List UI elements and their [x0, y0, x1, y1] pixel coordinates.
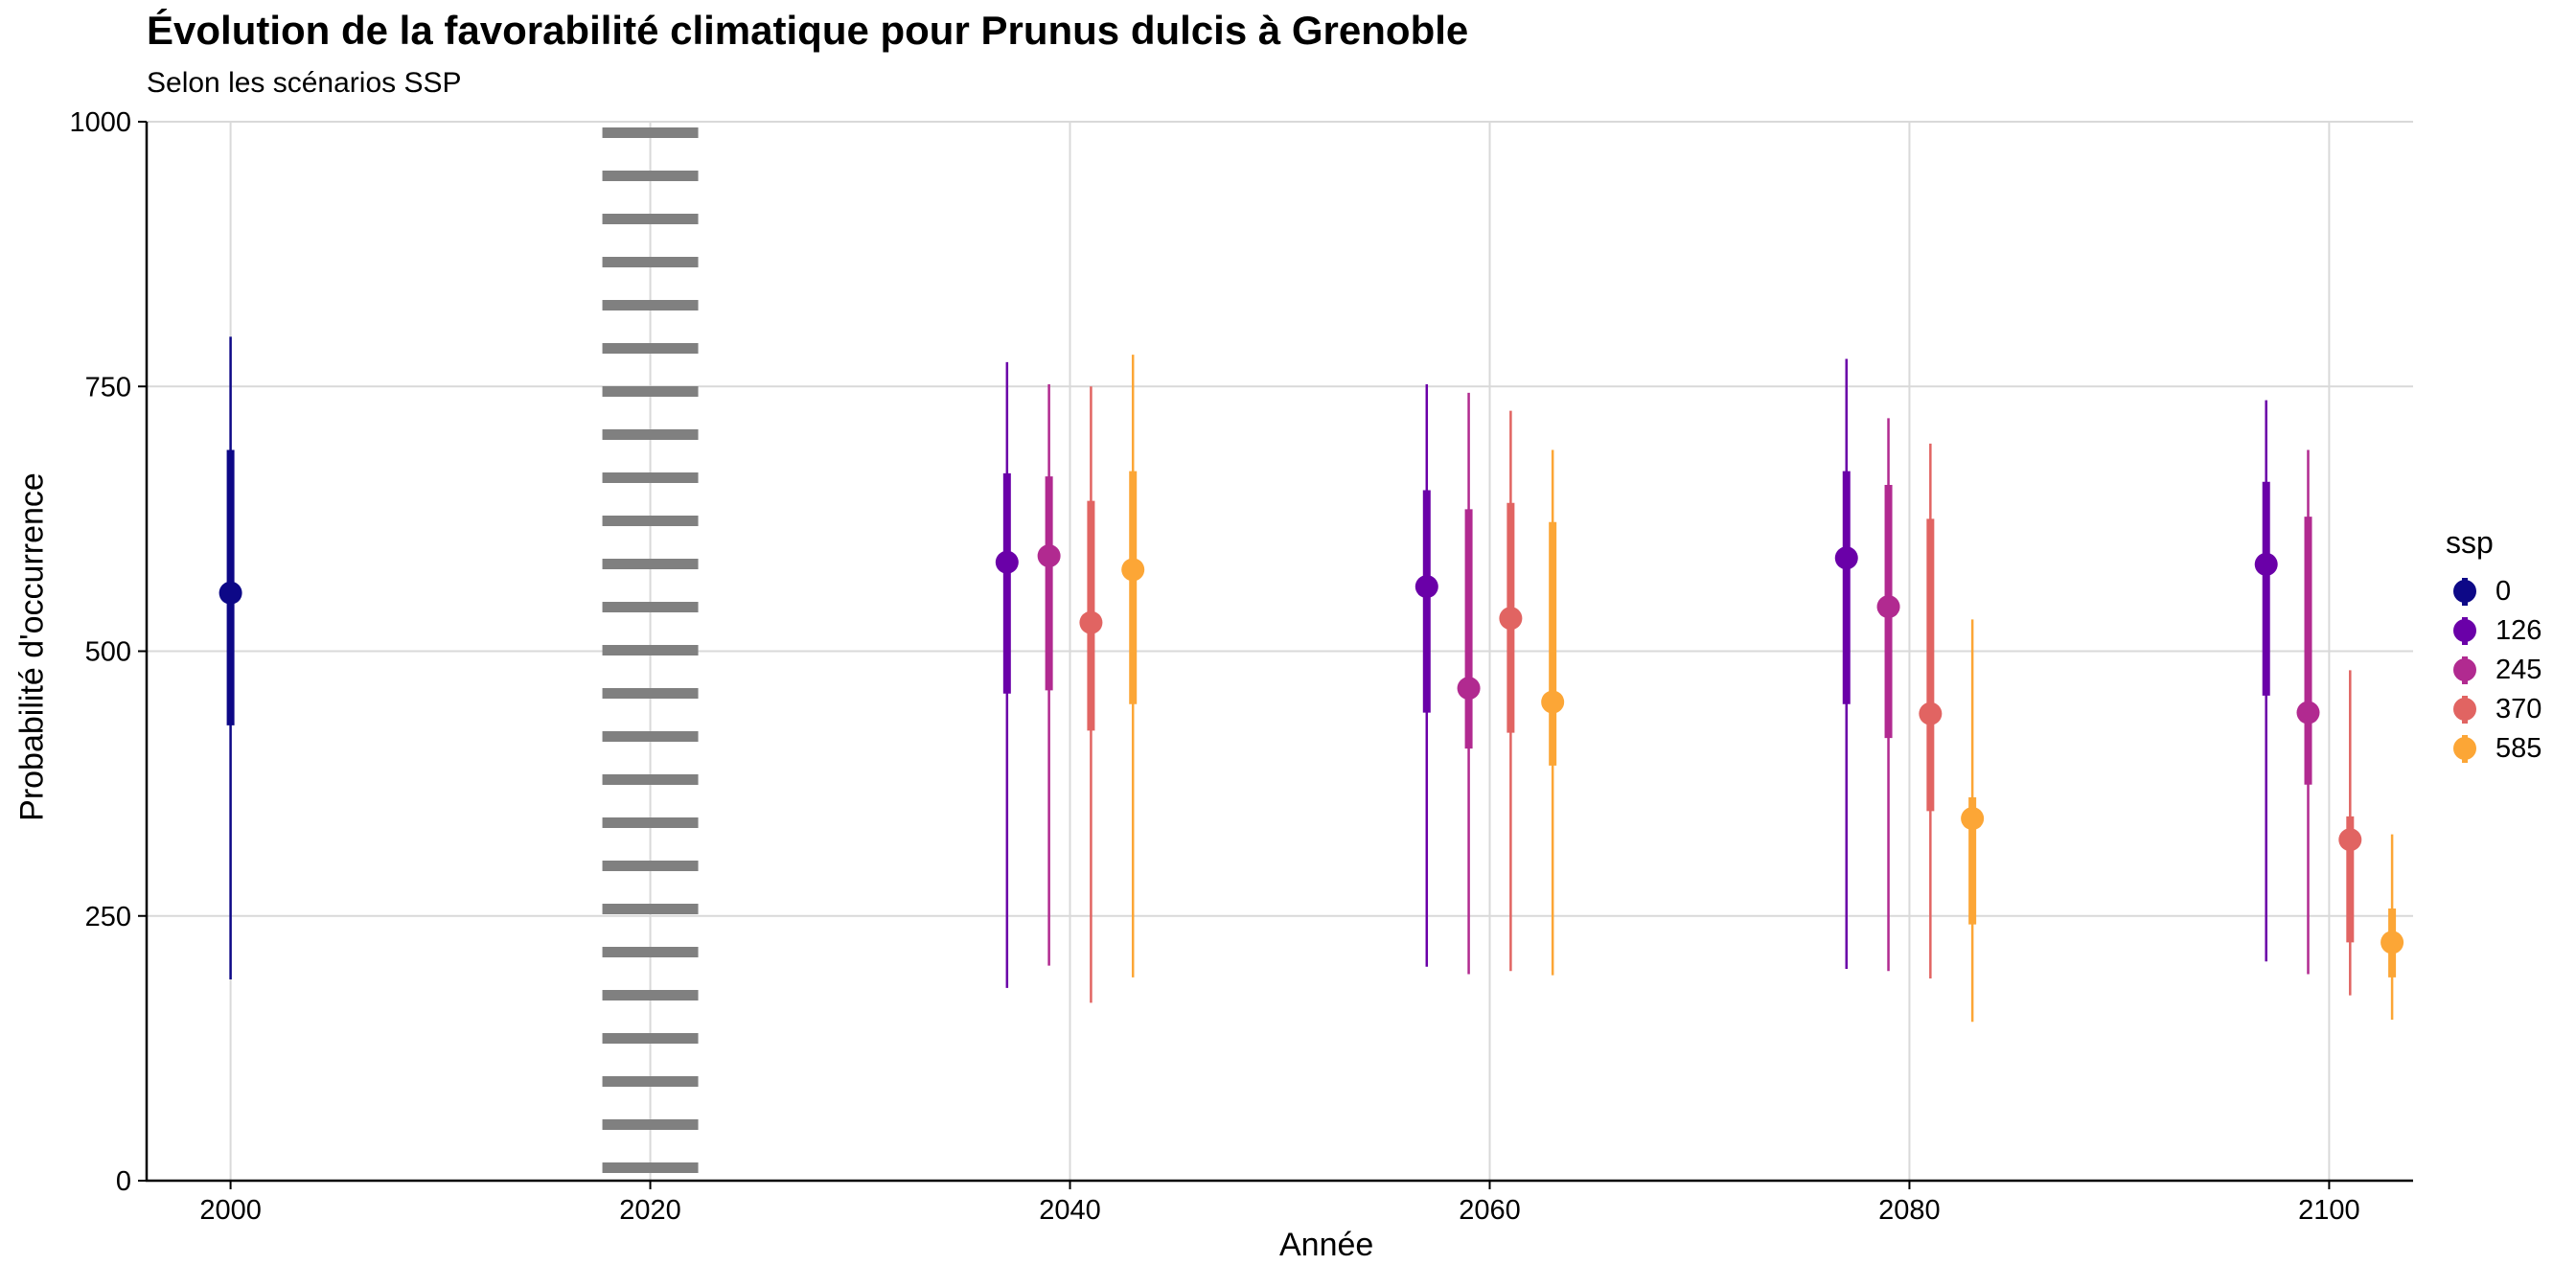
legend-item-245: 245	[2446, 651, 2542, 690]
y-tick-label: 1000	[69, 107, 131, 138]
x-tick-label: 2040	[1039, 1195, 1101, 1226]
legend-key-point	[2453, 580, 2476, 603]
data-point	[1541, 690, 1565, 714]
data-series	[218, 336, 2404, 1023]
chart-subtitle: Selon les scénarios SSP	[147, 67, 462, 99]
x-axis-label: Année	[1279, 1227, 1374, 1263]
legend-key	[2453, 578, 2476, 606]
data-point	[1079, 610, 1103, 634]
data-point	[2254, 552, 2278, 576]
series-ssp-126	[995, 358, 2278, 988]
legend-label: 245	[2496, 655, 2542, 685]
legend-item-370: 370	[2446, 690, 2542, 729]
legend-item-0: 0	[2446, 572, 2542, 611]
y-tick-label: 500	[85, 637, 131, 668]
data-point	[218, 581, 242, 605]
legend-label: 370	[2496, 694, 2542, 724]
data-point	[1919, 702, 1943, 725]
chart-title: Évolution de la favorabilité climatique …	[147, 8, 1469, 53]
legend-label: 585	[2496, 733, 2542, 764]
data-point	[1961, 807, 1985, 831]
legend-key	[2453, 735, 2476, 763]
y-tick-label: 0	[116, 1166, 131, 1197]
x-tick-label: 2020	[619, 1195, 681, 1226]
data-point	[995, 550, 1019, 574]
x-tick-label: 2000	[199, 1195, 262, 1226]
legend-key	[2453, 656, 2476, 684]
data-point	[1037, 544, 1061, 568]
legend-label: 0	[2496, 576, 2512, 607]
data-point	[1499, 607, 1523, 631]
data-point	[1834, 546, 1858, 570]
legend-key	[2453, 696, 2476, 724]
legend-key-point	[2453, 658, 2476, 681]
data-point	[2380, 931, 2404, 954]
legend-items: 0 126 245 370 585	[2446, 572, 2542, 769]
legend-label: 126	[2496, 615, 2542, 646]
data-point	[2296, 701, 2320, 724]
legend-title: ssp	[2446, 525, 2494, 560]
legend-item-126: 126	[2446, 611, 2542, 651]
data-point	[1121, 558, 1145, 582]
series-ssp-370	[1079, 386, 2362, 1003]
axes: 0 250 500 750 1000 2000 2020 2040 2060 2080 2100	[69, 107, 2413, 1226]
legend-key-point	[2453, 698, 2476, 721]
x-tick-label: 2100	[2298, 1195, 2360, 1226]
legend-item-585: 585	[2446, 729, 2542, 769]
gridlines	[147, 121, 2413, 1182]
legend-key-point	[2453, 737, 2476, 760]
legend-key-point	[2453, 619, 2476, 642]
data-point	[1876, 595, 1900, 619]
data-point	[2338, 828, 2362, 852]
legend-key	[2453, 617, 2476, 645]
data-point	[1414, 575, 1438, 599]
legend: ssp 0 126 245 370 585	[2446, 525, 2542, 769]
series-ssp-245	[1037, 384, 2320, 975]
series-ssp-585	[1121, 355, 2404, 1023]
series-ssp-0	[218, 336, 242, 980]
x-tick-label: 2080	[1878, 1195, 1941, 1226]
y-tick-label: 750	[85, 372, 131, 402]
x-tick-label: 2060	[1459, 1195, 1521, 1226]
y-tick-label: 250	[85, 902, 131, 932]
data-point	[1457, 677, 1481, 701]
